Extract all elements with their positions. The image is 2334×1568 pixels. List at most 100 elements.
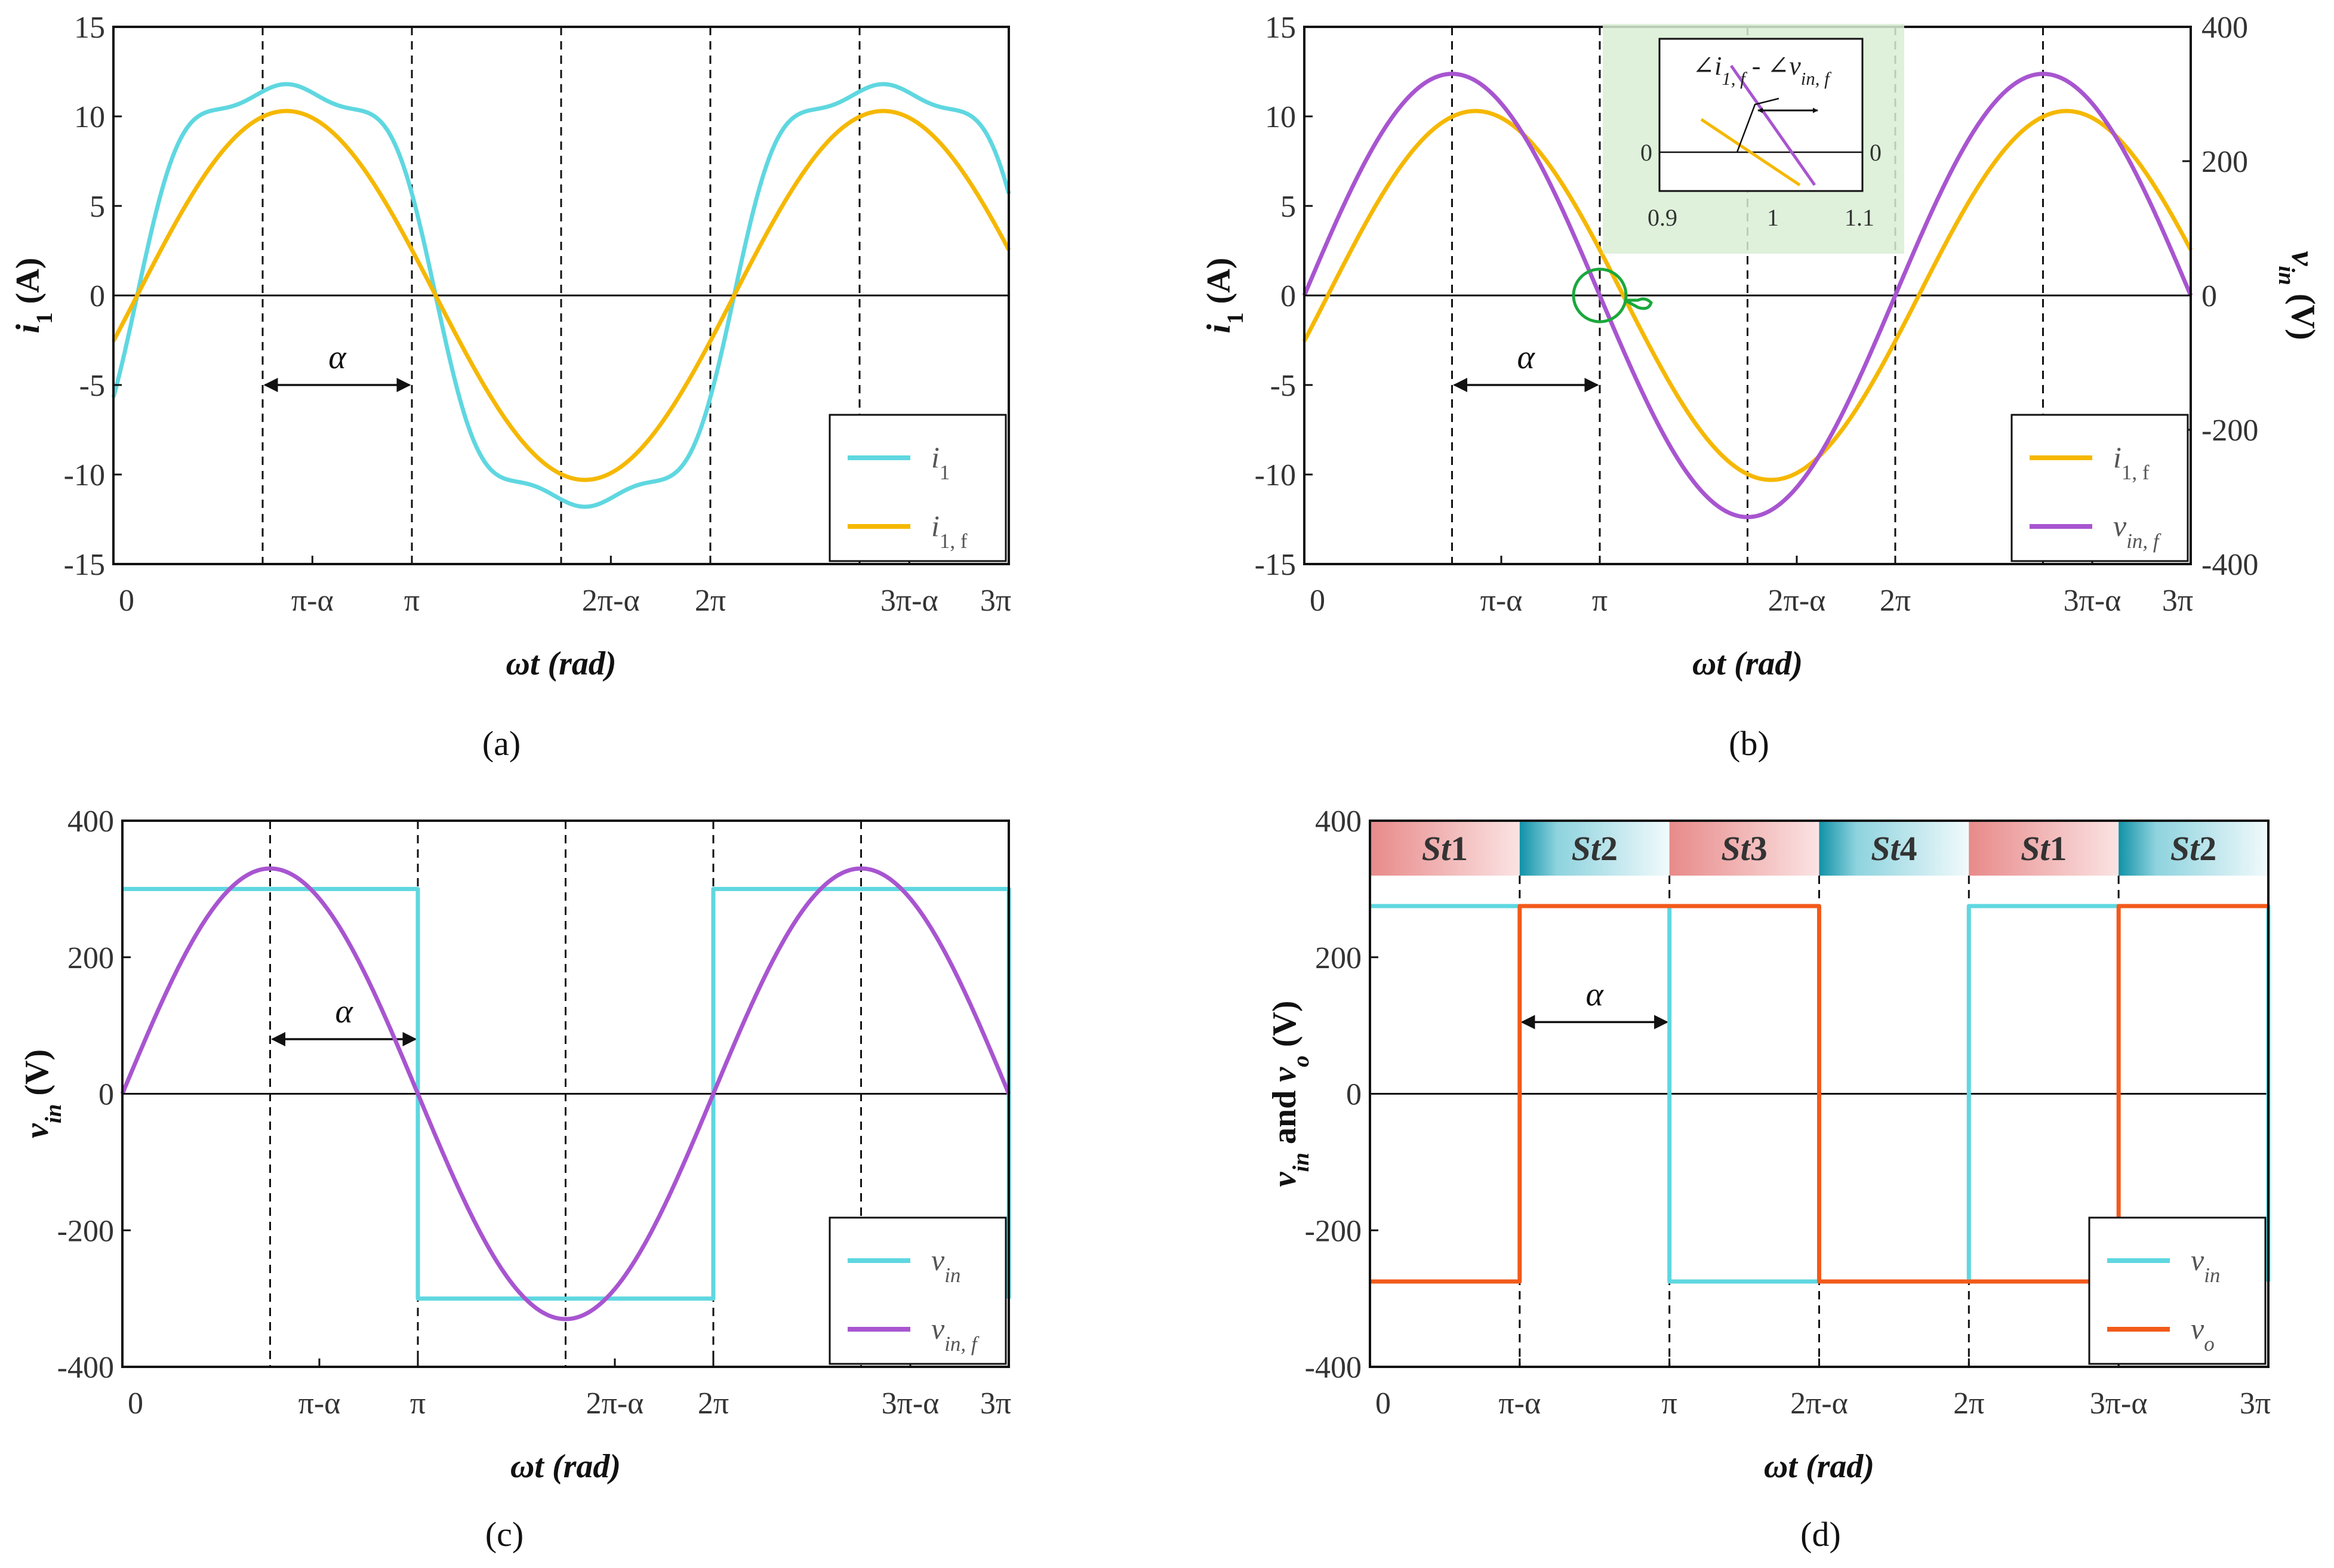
y-tick-label-4: 5 (90, 190, 105, 224)
panel-a: α -15 -10 -5 0 5 10 15 0 π-α π 2π-α 2π 3π-α 3π ωt (rad)… (10, 11, 1011, 763)
y-right-tick-label-1: -200 (2201, 414, 2258, 448)
state-bar-st1-0 (1370, 822, 1520, 876)
legend-label-0: i1, f (2113, 440, 2150, 484)
y-tick-label-6: 15 (1265, 11, 1296, 45)
series-line-vin-f (120, 866, 1011, 1321)
series-line-i1 (111, 82, 1011, 509)
y-tick-label-3: 0 (1280, 279, 1296, 313)
state-label-3: St4 (1871, 829, 1917, 868)
x-tick-label-0: 0 (119, 584, 134, 618)
y-tick-label-5: 10 (74, 100, 105, 134)
x-tick-label-4: 2π (1880, 584, 1911, 618)
legend-box (829, 1216, 1007, 1365)
alpha-label: α (1586, 976, 1605, 1013)
y-right-tick-label-2: 0 (2201, 279, 2217, 313)
series-line-vin (121, 886, 1011, 1301)
y-tick-label-2: 0 (98, 1078, 114, 1112)
x-tick-label-5: 3π-α (882, 1387, 940, 1421)
y-tick-label-1: -200 (57, 1214, 114, 1248)
y-tick-label-0: -400 (1305, 1351, 1362, 1385)
x-tick-label-6: 3π (2240, 1387, 2271, 1421)
x-tick-label-1: π-α (1498, 1387, 1541, 1421)
y-tick-label-3: 200 (67, 941, 114, 975)
legend-label-0: vin (931, 1243, 960, 1287)
y-right-tick-label-0: -400 (2201, 548, 2258, 582)
x-tick-label-6: 3π (980, 584, 1011, 618)
series-line-vin-f (1302, 72, 2193, 519)
legend-label-1: vin, f (2113, 509, 2161, 553)
legend-label-0: vin (2191, 1243, 2220, 1287)
x-tick-label-0: 0 (1375, 1387, 1391, 1421)
inset-y-left-label: 0 (1640, 139, 1652, 166)
x-tick-label-3: 2π-α (582, 584, 640, 618)
x-tick-label-4: 2π (695, 584, 726, 618)
legend-box (829, 414, 1007, 562)
x-tick-label-5: 3π-α (2064, 584, 2121, 618)
y-right-tick-label-4: 400 (2201, 11, 2248, 45)
x-tick-label-2: π (410, 1387, 426, 1421)
y-tick-label-3: 200 (1315, 941, 1362, 975)
x-axis-label: ωt (rad) (1692, 645, 1803, 682)
x-tick-label-0: 0 (128, 1387, 143, 1421)
state-label-1: St2 (1572, 829, 1618, 868)
y-tick-label-0: -15 (1255, 548, 1296, 582)
inset-current-line (1700, 118, 1801, 187)
legend-label-0: i1 (931, 440, 950, 484)
series-line-i1-f (1302, 109, 2193, 482)
legend-label-1: i1, f (931, 509, 968, 553)
subcaption: (a) (482, 724, 521, 763)
y-tick-label-0: -15 (64, 548, 105, 582)
y-tick-label-4: 400 (1315, 805, 1362, 839)
inset-x-tick-1: 1 (1767, 204, 1779, 231)
zoom-circle (1572, 267, 1628, 324)
state-label-5: St2 (2170, 829, 2216, 868)
x-tick-label-0: 0 (1310, 584, 1325, 618)
y-tick-label-6: 15 (74, 11, 105, 45)
x-tick-label-6: 3π (2162, 584, 2193, 618)
y-tick-label-2: -5 (1270, 369, 1296, 403)
x-axis-label: ωt (rad) (506, 645, 616, 682)
state-label-0: St1 (1422, 829, 1468, 868)
x-tick-label-3: 2π-α (586, 1387, 644, 1421)
state-label-4: St1 (2021, 829, 2067, 868)
state-bar-st2-5 (2119, 822, 2268, 876)
panel-d: St1 St2 St3 St4 St1 St2 α -400 -200 0 200 400 0 π-α π 2… (1266, 805, 2271, 1554)
legend-label-1: vo (2191, 1312, 2215, 1356)
y-tick-label-2: 0 (1346, 1078, 1362, 1112)
alpha-label: α (328, 339, 347, 376)
series-line-i1-f (111, 109, 1011, 482)
inset-title: ∠i1, f - ∠vin, f (1692, 51, 1832, 89)
series-line-vo (1368, 904, 2270, 1284)
inset-frame (1658, 38, 1864, 192)
y-tick-label-4: 5 (1280, 190, 1296, 224)
inset-x-tick-2: 1.1 (1845, 204, 1874, 231)
subcaption: (b) (1729, 724, 1769, 763)
legend-label-1: vin, f (931, 1312, 980, 1356)
subcaption: (c) (485, 1515, 524, 1554)
x-tick-label-6: 3π (980, 1387, 1011, 1421)
inset-leader-line (1736, 97, 1779, 153)
x-tick-label-1: π-α (298, 1387, 341, 1421)
x-tick-label-4: 2π (1953, 1387, 1984, 1421)
inset-y-right-label: 0 (1870, 139, 1882, 166)
y-tick-label-1: -10 (1255, 458, 1296, 492)
x-tick-label-2: π (404, 584, 420, 618)
state-bar-st4-3 (1819, 822, 1969, 876)
x-tick-label-3: 2π-α (1768, 584, 1826, 618)
state-bar-st1-4 (1969, 822, 2119, 876)
x-tick-label-2: π (1592, 584, 1608, 618)
zoom-handle (1624, 297, 1653, 310)
state-label-2: St3 (1721, 829, 1767, 868)
y-axis-label: vin (V) (19, 1049, 66, 1138)
alpha-label: α (335, 993, 354, 1030)
y-tick-label-4: 400 (67, 805, 114, 839)
x-tick-label-5: 3π-α (2090, 1387, 2148, 1421)
x-tick-label-1: π-α (291, 584, 334, 618)
state-bar-st3-2 (1669, 822, 1819, 876)
alpha-label: α (1517, 339, 1536, 376)
y-tick-label-2: -5 (79, 369, 105, 403)
legend-box (2088, 1216, 2267, 1365)
x-tick-label-4: 2π (698, 1387, 729, 1421)
